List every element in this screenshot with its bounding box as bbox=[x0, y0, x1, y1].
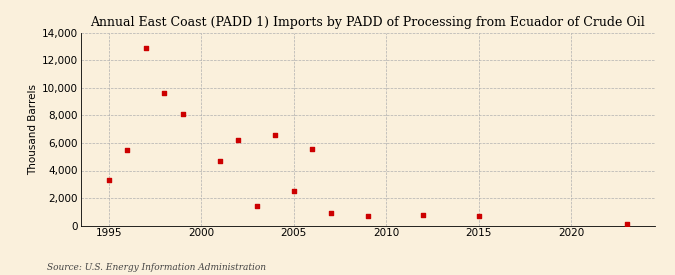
Point bbox=[103, 178, 114, 182]
Point bbox=[140, 46, 151, 50]
Point bbox=[215, 159, 225, 163]
Point bbox=[233, 138, 244, 142]
Point bbox=[362, 214, 373, 218]
Point bbox=[270, 133, 281, 137]
Point bbox=[251, 204, 262, 208]
Title: Annual East Coast (PADD 1) Imports by PADD of Processing from Ecuador of Crude O: Annual East Coast (PADD 1) Imports by PA… bbox=[90, 16, 645, 29]
Point bbox=[474, 214, 485, 218]
Point bbox=[178, 112, 188, 116]
Point bbox=[418, 212, 429, 217]
Y-axis label: Thousand Barrels: Thousand Barrels bbox=[28, 84, 38, 175]
Text: Source: U.S. Energy Information Administration: Source: U.S. Energy Information Administ… bbox=[47, 263, 266, 272]
Point bbox=[159, 91, 169, 96]
Point bbox=[622, 222, 632, 226]
Point bbox=[122, 148, 133, 152]
Point bbox=[325, 211, 336, 215]
Point bbox=[307, 146, 318, 151]
Point bbox=[288, 189, 299, 193]
